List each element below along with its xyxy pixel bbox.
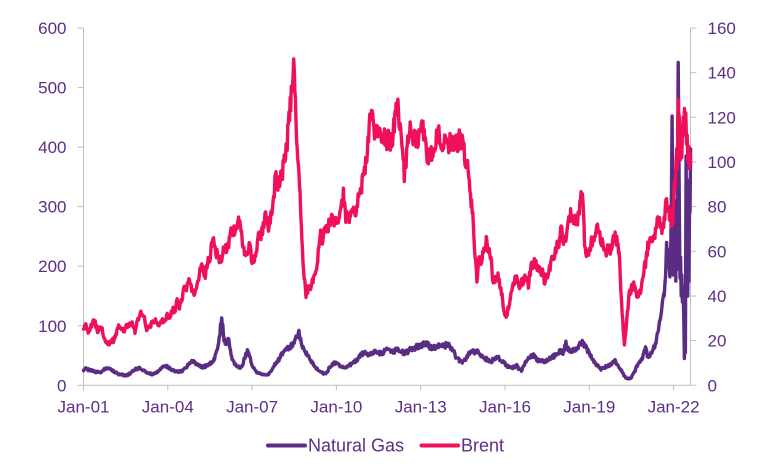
svg-text:100: 100 [708,153,736,172]
svg-text:Jan-01: Jan-01 [58,398,110,417]
svg-text:Jan-07: Jan-07 [226,398,278,417]
svg-text:Jan-04: Jan-04 [142,398,194,417]
svg-text:300: 300 [38,198,66,217]
svg-text:80: 80 [708,198,727,217]
svg-text:120: 120 [708,108,736,127]
svg-text:Jan-19: Jan-19 [563,398,615,417]
svg-text:0: 0 [708,376,717,395]
svg-text:Natural Gas: Natural Gas [308,436,404,456]
svg-text:Jan-13: Jan-13 [395,398,447,417]
svg-text:Jan-16: Jan-16 [479,398,531,417]
svg-text:140: 140 [708,64,736,83]
svg-text:400: 400 [38,138,66,157]
svg-text:200: 200 [38,257,66,276]
svg-text:Jan-10: Jan-10 [310,398,362,417]
svg-text:160: 160 [708,19,736,38]
svg-text:40: 40 [708,287,727,306]
svg-text:20: 20 [708,332,727,351]
svg-text:Jan-22: Jan-22 [648,398,700,417]
svg-text:600: 600 [38,19,66,38]
svg-text:500: 500 [38,79,66,98]
svg-text:Brent: Brent [461,436,504,456]
svg-text:0: 0 [57,376,66,395]
svg-text:60: 60 [708,242,727,261]
svg-text:100: 100 [38,317,66,336]
